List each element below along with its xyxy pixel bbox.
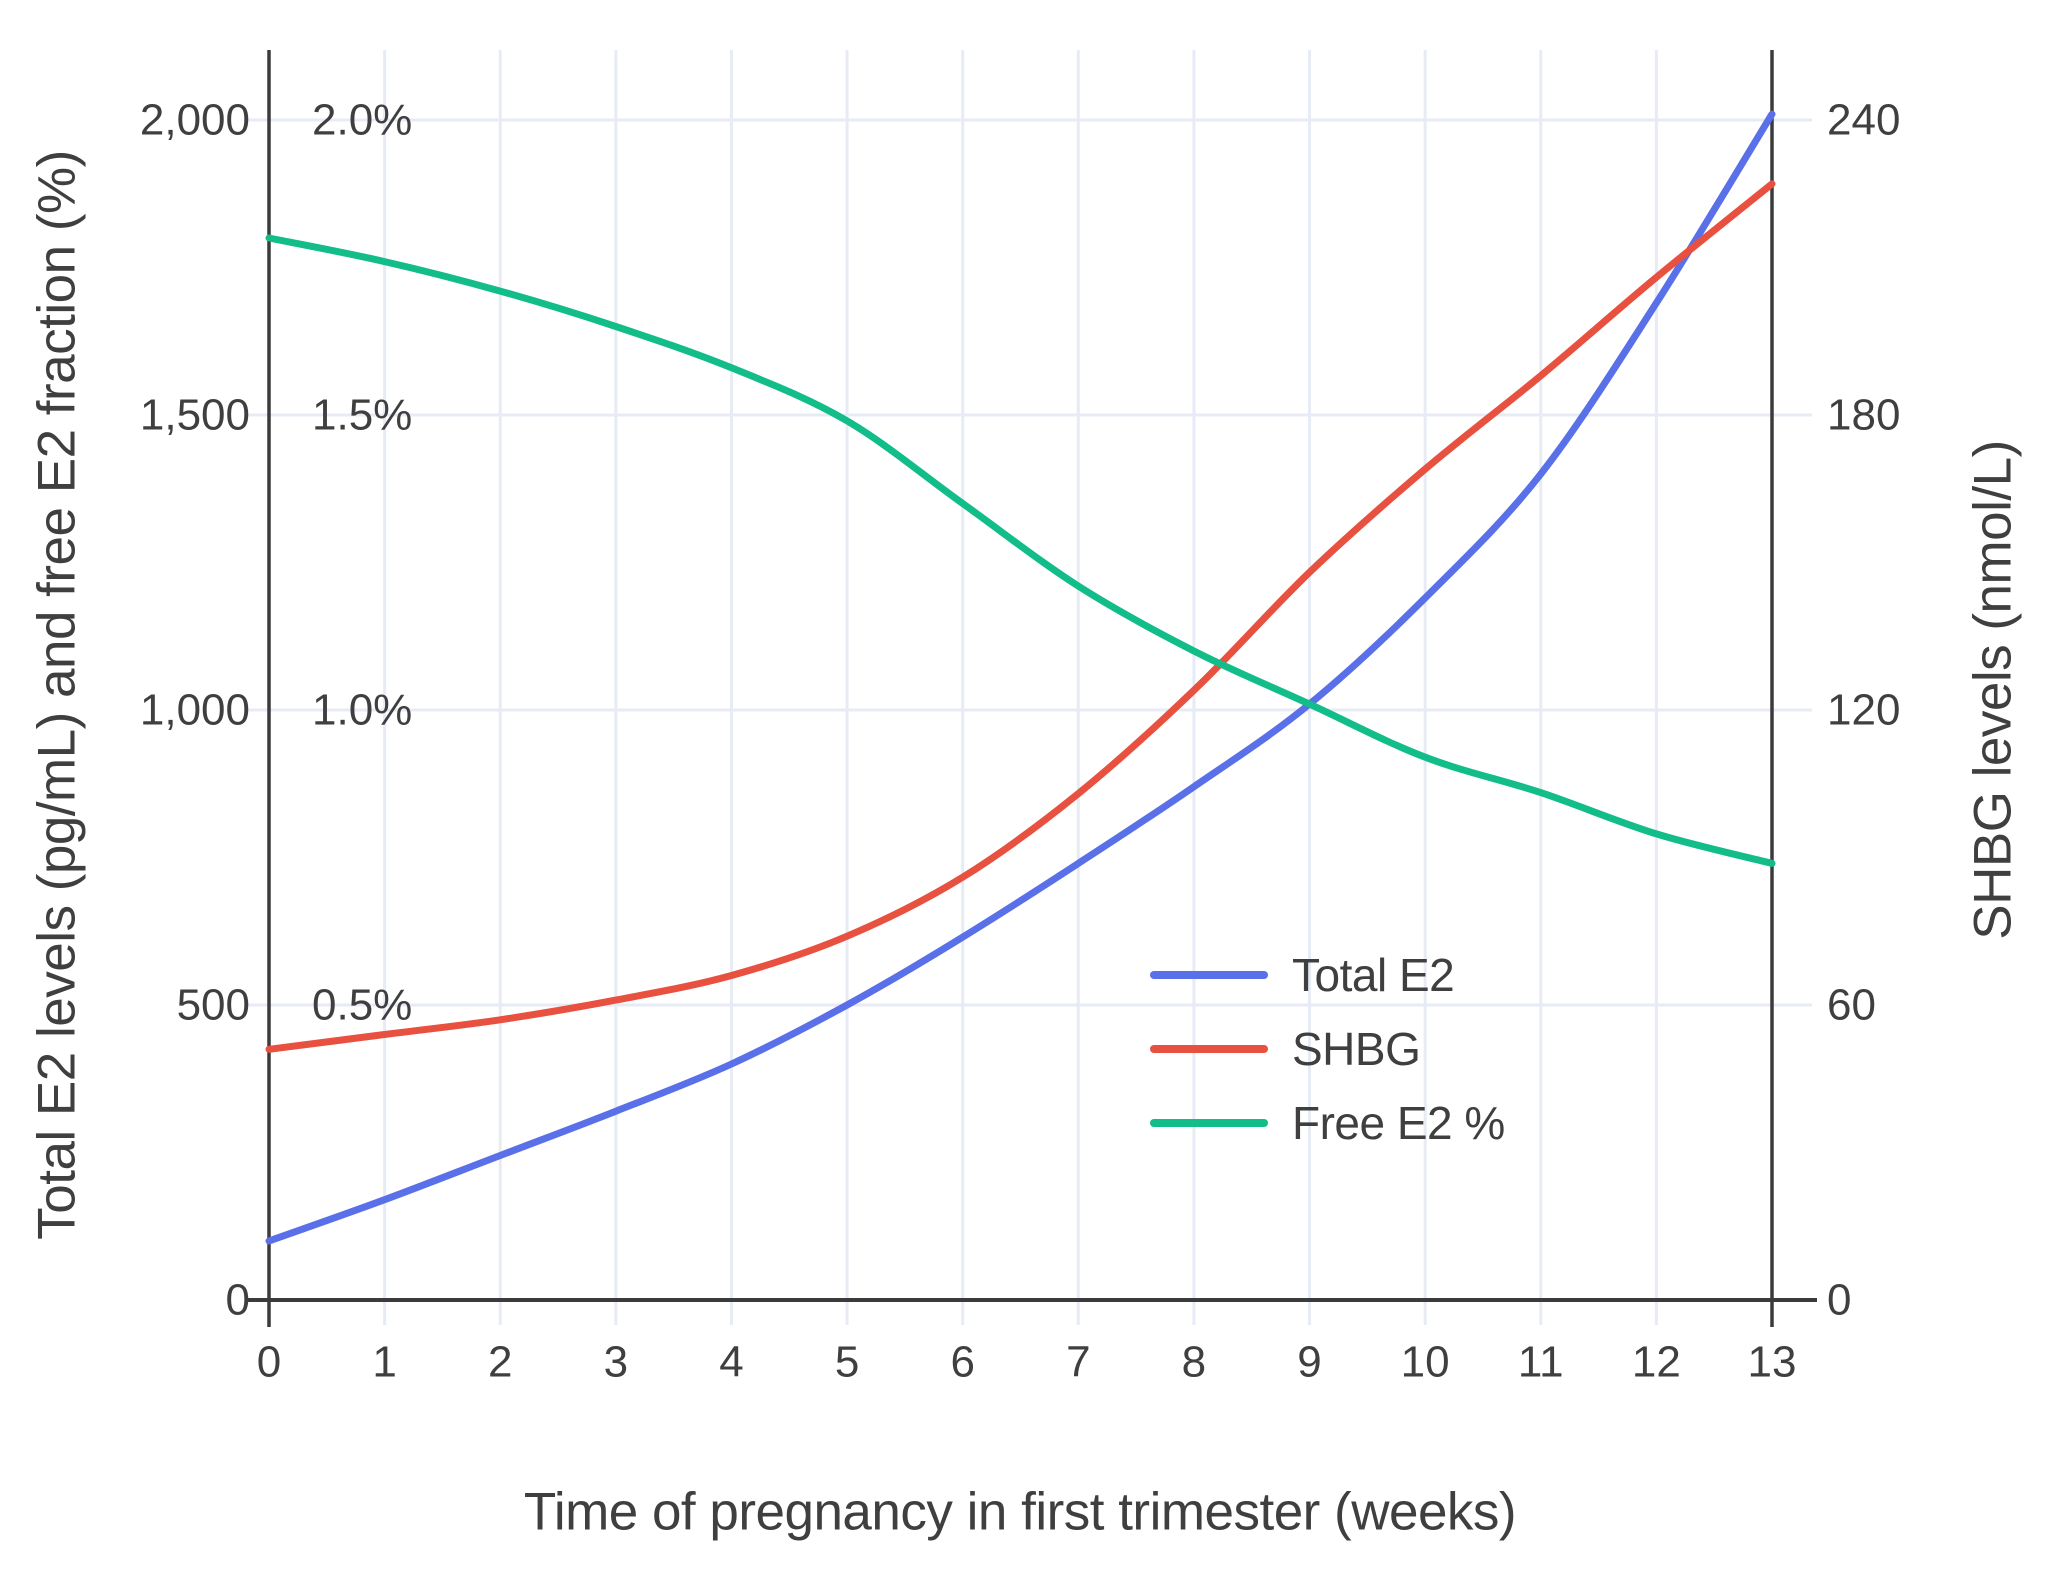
legend-label-shbg: SHBG <box>1292 1023 1421 1075</box>
x-tick-label: 9 <box>1297 1338 1321 1387</box>
left-y-tick-label: 500 <box>177 981 250 1030</box>
x-tick-label: 3 <box>604 1338 628 1387</box>
x-tick-label: 4 <box>719 1338 743 1387</box>
x-tick-label: 6 <box>950 1338 974 1387</box>
series-line-free-e2- <box>265 234 1776 867</box>
x-tick-label: 12 <box>1632 1338 1681 1387</box>
right-y-tick-label: 0 <box>1827 1276 1851 1325</box>
left-y-axis-title: Total E2 levels (pg/mL) and free E2 frac… <box>27 150 87 1240</box>
legend-item-total-e2[interactable]: Total E2 <box>1150 938 1505 1012</box>
free-e2-pct-tick-label: 1.5% <box>312 391 412 440</box>
x-tick-label: 8 <box>1182 1338 1206 1387</box>
series-line-shbg <box>265 180 1776 1053</box>
right-y-tick-label: 240 <box>1827 96 1900 145</box>
x-tick-label: 2 <box>488 1338 512 1387</box>
x-tick-label: 1 <box>372 1338 396 1387</box>
legend-swatch-free-e2 <box>1150 1119 1268 1127</box>
free-e2-pct-tick-label: 2.0% <box>312 96 412 145</box>
right-y-tick-label: 60 <box>1827 981 1876 1030</box>
left-y-tick-label: 1,500 <box>140 391 250 440</box>
left-y-tick-label: 1,000 <box>140 686 250 735</box>
series-line-total-e2 <box>265 110 1776 1245</box>
x-tick-label: 10 <box>1401 1338 1450 1387</box>
right-y-tick-label: 120 <box>1827 686 1900 735</box>
x-axis-title: Time of pregnancy in first trimester (we… <box>523 1482 1517 1542</box>
legend-label-total-e2: Total E2 <box>1292 949 1455 1001</box>
left-y-tick-label: 2,000 <box>140 96 250 145</box>
x-tick-label: 7 <box>1066 1338 1090 1387</box>
x-tick-label: 5 <box>835 1338 859 1387</box>
x-tick-label: 0 <box>257 1338 281 1387</box>
legend: Total E2 SHBG Free E2 % <box>1150 938 1505 1160</box>
legend-item-shbg[interactable]: SHBG <box>1150 1012 1505 1086</box>
x-tick-label: 13 <box>1748 1338 1797 1387</box>
legend-label-free-e2: Free E2 % <box>1292 1097 1505 1149</box>
x-tick-label: 11 <box>1518 1338 1564 1387</box>
right-y-axis-title: SHBG levels (nmol/L) <box>1963 440 2023 940</box>
legend-swatch-total-e2 <box>1150 971 1268 979</box>
legend-item-free-e2[interactable]: Free E2 % <box>1150 1086 1505 1160</box>
right-y-tick-label: 180 <box>1827 391 1900 440</box>
legend-swatch-shbg <box>1150 1045 1268 1053</box>
free-e2-pct-tick-label: 1.0% <box>312 686 412 735</box>
free-e2-pct-tick-label: 0.5% <box>312 981 412 1030</box>
left-y-tick-label: 0 <box>226 1276 250 1325</box>
